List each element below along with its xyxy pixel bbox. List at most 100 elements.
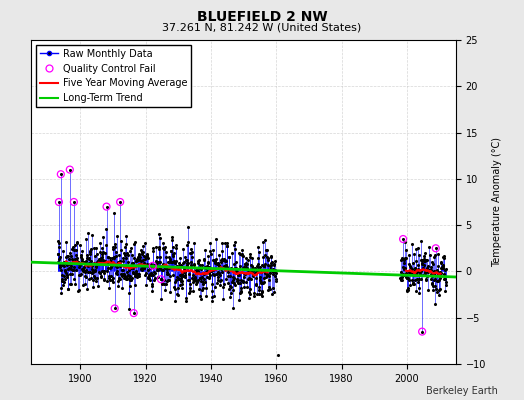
Point xyxy=(253,261,261,268)
Point xyxy=(170,283,179,290)
Point xyxy=(132,258,140,264)
Point xyxy=(183,259,192,266)
Point xyxy=(429,283,438,289)
Point xyxy=(204,260,212,267)
Point xyxy=(225,286,233,292)
Point xyxy=(438,264,446,270)
Point xyxy=(412,276,421,282)
Point xyxy=(119,267,127,273)
Point xyxy=(160,246,169,252)
Point xyxy=(174,275,182,281)
Point xyxy=(409,260,418,266)
Point xyxy=(85,251,94,258)
Point xyxy=(94,258,102,264)
Point xyxy=(434,292,443,298)
Point xyxy=(71,242,80,248)
Point xyxy=(158,267,167,274)
Point xyxy=(439,263,447,269)
Point xyxy=(102,226,111,232)
Point xyxy=(400,254,409,261)
Point xyxy=(415,276,423,282)
Point xyxy=(145,261,154,268)
Point xyxy=(219,296,227,302)
Point xyxy=(115,276,124,282)
Point xyxy=(140,263,149,269)
Point xyxy=(141,270,150,276)
Point xyxy=(173,274,181,280)
Point xyxy=(429,271,438,277)
Point xyxy=(141,272,149,278)
Point xyxy=(70,276,79,282)
Point xyxy=(147,283,156,289)
Point xyxy=(119,258,127,264)
Point xyxy=(237,252,246,258)
Point xyxy=(236,279,245,286)
Point xyxy=(226,294,235,300)
Point xyxy=(100,270,108,276)
Point xyxy=(249,266,258,272)
Point xyxy=(150,277,158,284)
Text: Berkeley Earth: Berkeley Earth xyxy=(426,386,498,396)
Point xyxy=(416,271,424,277)
Point xyxy=(177,278,185,284)
Point xyxy=(219,284,227,291)
Point xyxy=(201,247,210,254)
Point xyxy=(75,286,83,293)
Point xyxy=(122,255,130,262)
Point xyxy=(164,277,172,283)
Point xyxy=(180,269,188,276)
Point xyxy=(124,266,133,273)
Point xyxy=(405,261,413,267)
Point xyxy=(255,248,263,255)
Point xyxy=(269,268,277,274)
Point xyxy=(198,274,206,280)
Point xyxy=(417,238,425,244)
Point xyxy=(235,272,243,279)
Point xyxy=(154,274,162,280)
Point xyxy=(198,278,206,284)
Point xyxy=(93,283,102,289)
Point xyxy=(232,266,241,272)
Point xyxy=(86,247,94,254)
Point xyxy=(268,268,276,274)
Point xyxy=(190,262,199,268)
Point xyxy=(121,272,129,278)
Point xyxy=(124,259,132,265)
Point xyxy=(158,281,166,287)
Point xyxy=(397,269,405,276)
Point xyxy=(105,285,113,292)
Point xyxy=(427,271,435,277)
Point xyxy=(99,257,107,263)
Point xyxy=(235,250,243,256)
Point xyxy=(236,290,244,296)
Point xyxy=(81,274,90,280)
Point xyxy=(168,251,177,257)
Point xyxy=(154,263,162,270)
Point xyxy=(114,275,123,281)
Point xyxy=(407,266,416,272)
Point xyxy=(207,251,215,257)
Point xyxy=(414,290,423,296)
Point xyxy=(161,254,170,260)
Point xyxy=(406,270,414,277)
Point xyxy=(187,261,195,268)
Point xyxy=(124,272,133,278)
Point xyxy=(80,258,88,265)
Point xyxy=(162,278,171,284)
Point xyxy=(434,250,442,257)
Point xyxy=(420,250,429,256)
Point xyxy=(71,256,80,262)
Point xyxy=(176,272,184,278)
Point xyxy=(90,267,99,273)
Point xyxy=(113,270,121,277)
Point xyxy=(194,268,203,275)
Point xyxy=(237,288,246,294)
Point xyxy=(113,233,122,240)
Point xyxy=(86,246,95,252)
Point xyxy=(127,276,136,283)
Point xyxy=(79,268,88,274)
Point xyxy=(403,275,411,282)
Point xyxy=(203,252,212,259)
Point xyxy=(248,263,257,270)
Point xyxy=(206,239,214,246)
